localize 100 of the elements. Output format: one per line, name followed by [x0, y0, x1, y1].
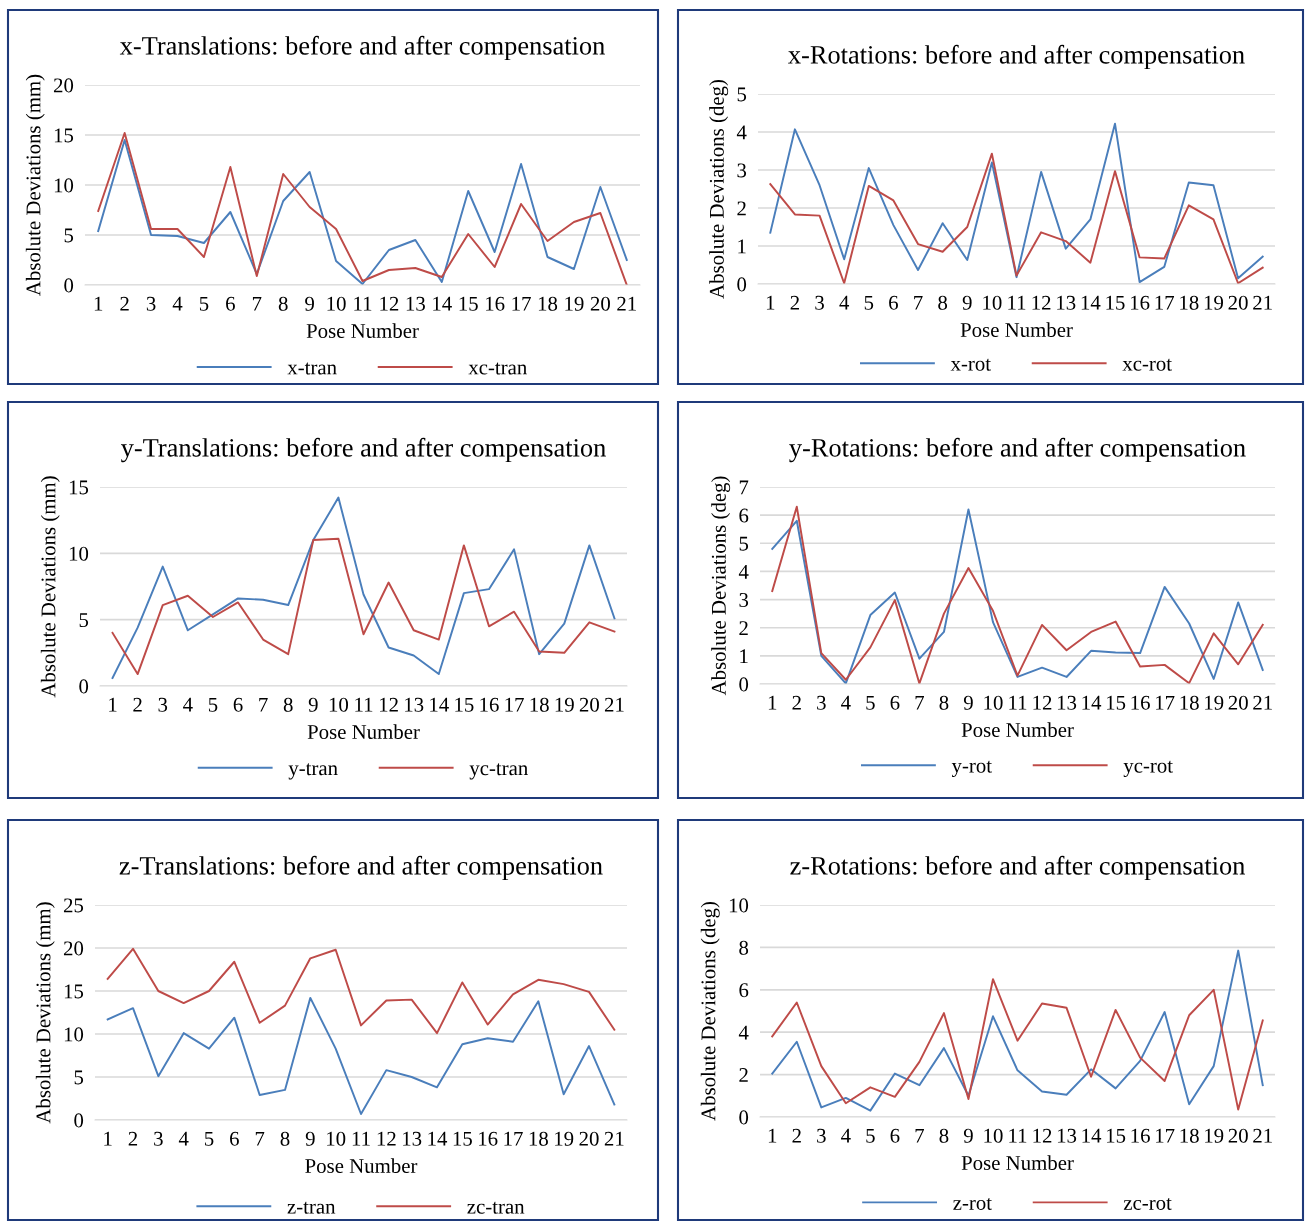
- y-tick-label: 0: [737, 277, 747, 292]
- x-tick-label: 13: [406, 296, 425, 311]
- y-tick-label: 2: [739, 1068, 748, 1082]
- x-tick-label: 6: [890, 695, 900, 710]
- y-axis-title: Absolute Deviations (mm): [40, 476, 60, 698]
- y-tick-label: 4: [736, 125, 747, 140]
- x-tick-label: 8: [280, 1131, 290, 1146]
- line-series: [769, 152, 1264, 284]
- x-tick-label: 8: [939, 695, 949, 710]
- x-tick-label: 15: [455, 697, 474, 712]
- x-tick-label: 18: [538, 296, 558, 311]
- x-axis-title: Pose Number: [305, 1158, 418, 1173]
- legend-label: zc-rot: [1123, 1197, 1172, 1210]
- chart-title: z-Rotations: before and after compensation: [790, 855, 1245, 881]
- x-tick-label: 16: [1131, 1128, 1150, 1143]
- legend-label: x-rot: [950, 358, 991, 371]
- y-tick-label: 6: [739, 508, 749, 523]
- x-tick-label: 2: [792, 1128, 801, 1143]
- line-series: [106, 996, 616, 1115]
- x-tick-label: 9: [305, 296, 314, 311]
- x-tick-label: 19: [1205, 695, 1224, 710]
- x-tick-label: 4: [178, 1131, 189, 1146]
- chart-title: x-Translations: before and after compensation: [119, 35, 605, 61]
- legend-label: yc-tran: [469, 763, 528, 780]
- x-tick-label: 18: [1180, 295, 1199, 310]
- x-tick-label: 6: [890, 1128, 900, 1143]
- x-tick-label: 10: [327, 296, 346, 311]
- x-tick-label: 21: [604, 1131, 624, 1146]
- y-tick-label: 4: [738, 1025, 749, 1040]
- x-tick-label: 3: [146, 296, 156, 311]
- x-tick-label: 17: [1155, 295, 1175, 310]
- x-tick-label: 1: [109, 697, 117, 712]
- x-tick-label: 6: [889, 295, 898, 310]
- chart-title: y-Rotations: before and after compensation: [789, 437, 1246, 463]
- x-tick-label: 16: [480, 697, 499, 712]
- y-tick-label: 5: [64, 228, 74, 243]
- y-tick-label: 1: [740, 649, 748, 664]
- y-tick-label: 0: [74, 1113, 84, 1128]
- y-tick-label: 6: [739, 983, 749, 998]
- chart-title: y-Translations: before and after compensation: [121, 437, 606, 463]
- x-tick-label: 21: [604, 697, 624, 712]
- x-tick-label: 12: [1033, 695, 1052, 710]
- x-tick-label: 12: [380, 697, 398, 712]
- x-tick-label: 3: [154, 1131, 163, 1146]
- y-tick-label: 2: [737, 201, 746, 216]
- legend-label: y-rot: [951, 760, 992, 777]
- x-tick-label: 12: [380, 296, 399, 311]
- x-tick-label: 20: [1228, 1128, 1248, 1143]
- x-tick-label: 20: [1228, 295, 1248, 310]
- line-series: [771, 978, 1264, 1111]
- x-axis-title: Pose Number: [961, 722, 1074, 737]
- x-tick-label: 20: [579, 697, 599, 712]
- x-tick-label: 2: [133, 697, 142, 712]
- x-tick-label: 13: [1057, 1128, 1077, 1143]
- chart-title: x-Rotations: before and after compensation: [788, 44, 1245, 70]
- x-tick-label: 18: [529, 1131, 548, 1146]
- x-tick-label: 6: [233, 697, 243, 712]
- x-tick-label: 16: [486, 296, 505, 311]
- x-tick-label: 2: [128, 1131, 138, 1146]
- y-tick-label: 5: [737, 87, 747, 102]
- x-tick-label: 8: [938, 295, 948, 310]
- line-series: [111, 537, 616, 676]
- x-tick-label: 8: [939, 1128, 949, 1143]
- x-tick-label: 19: [555, 697, 574, 712]
- x-tick-label: 3: [815, 295, 824, 310]
- x-tick-label: 3: [817, 1128, 826, 1143]
- x-tick-label: 9: [963, 1128, 973, 1143]
- x-tick-label: 14: [433, 296, 452, 311]
- x-tick-label: 8: [278, 296, 288, 311]
- y-tick-label: 5: [74, 1070, 84, 1085]
- x-tick-label: 21: [1253, 295, 1272, 310]
- y-tick-label: 3: [737, 163, 747, 178]
- y-axis-title: Absolute Deviations (deg): [700, 901, 720, 1121]
- x-tick-label: 12: [1033, 1128, 1052, 1143]
- y-axis-title: Absolute Deviations (deg): [709, 79, 729, 299]
- x-tick-label: 7: [914, 295, 923, 310]
- y-axis-title: Absolute Deviations (mm): [25, 74, 45, 296]
- chart-title: z-Translations: before and after compensation: [119, 855, 603, 881]
- x-tick-label: 11: [1009, 695, 1027, 710]
- y-tick-label: 10: [729, 898, 749, 913]
- x-tick-label: 14: [1081, 295, 1101, 310]
- x-tick-label: 13: [1057, 695, 1077, 710]
- x-tick-label: 7: [915, 1128, 925, 1143]
- x-tick-label: 18: [530, 697, 549, 712]
- line-series: [769, 122, 1264, 284]
- x-axis-title: Pose Number: [961, 1155, 1074, 1170]
- x-tick-label: 9: [962, 295, 972, 310]
- x-tick-label: 11: [352, 1131, 370, 1146]
- x-tick-label: 9: [308, 697, 318, 712]
- x-tick-label: 20: [1228, 695, 1248, 710]
- y-axis-title: Absolute Deviations (deg): [711, 476, 731, 696]
- y-axis-title: Absolute Deviations (mm): [35, 902, 55, 1124]
- x-tick-label: 5: [208, 697, 218, 712]
- x-tick-label: 15: [1107, 1128, 1126, 1143]
- x-tick-label: 6: [226, 296, 235, 311]
- y-tick-label: 0: [739, 677, 749, 692]
- legend-label: zc-tran: [467, 1201, 525, 1214]
- x-tick-label: 21: [1253, 1128, 1272, 1143]
- x-tick-label: 4: [841, 695, 851, 710]
- x-tick-label: 19: [565, 296, 584, 311]
